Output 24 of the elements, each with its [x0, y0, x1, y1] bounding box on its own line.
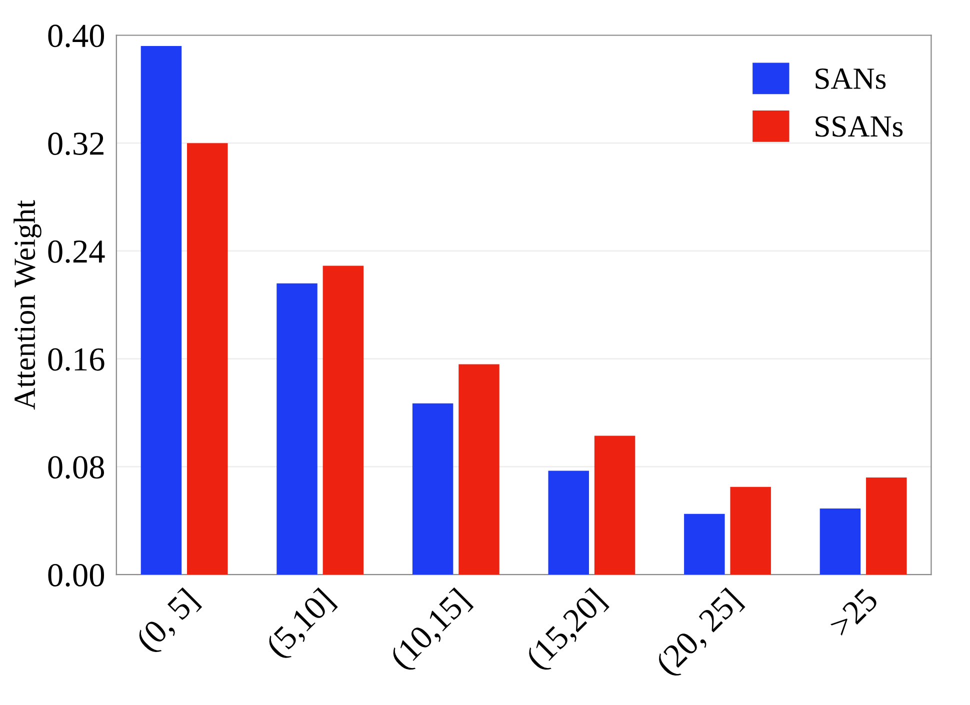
legend-label: SANs [816, 68, 886, 90]
bar [866, 477, 907, 575]
bar [276, 283, 318, 575]
bar [412, 403, 454, 575]
bar [684, 514, 725, 575]
y-tick-label: 0.40 [48, 24, 104, 48]
bar [730, 486, 771, 575]
x-tick-label: >25 [828, 587, 879, 638]
legend-label: SSANs [816, 116, 903, 137]
y-tick-label: 0.00 [48, 564, 104, 587]
bar [820, 508, 861, 575]
y-axis-title: Attention Weight [14, 200, 42, 410]
y-tick-label: 0.24 [48, 240, 105, 264]
y-tick-label: 0.08 [48, 456, 104, 479]
bar [140, 46, 182, 575]
y-tick-label: 0.16 [48, 348, 104, 371]
y-tick-label: 0.32 [48, 132, 104, 156]
bar [458, 364, 500, 575]
bar [322, 266, 364, 575]
bar [187, 143, 228, 575]
bar [548, 470, 589, 575]
bar [594, 436, 636, 575]
x-tick-label: (0, 5] [134, 587, 204, 658]
x-tick-label: (20, 25] [654, 587, 748, 681]
